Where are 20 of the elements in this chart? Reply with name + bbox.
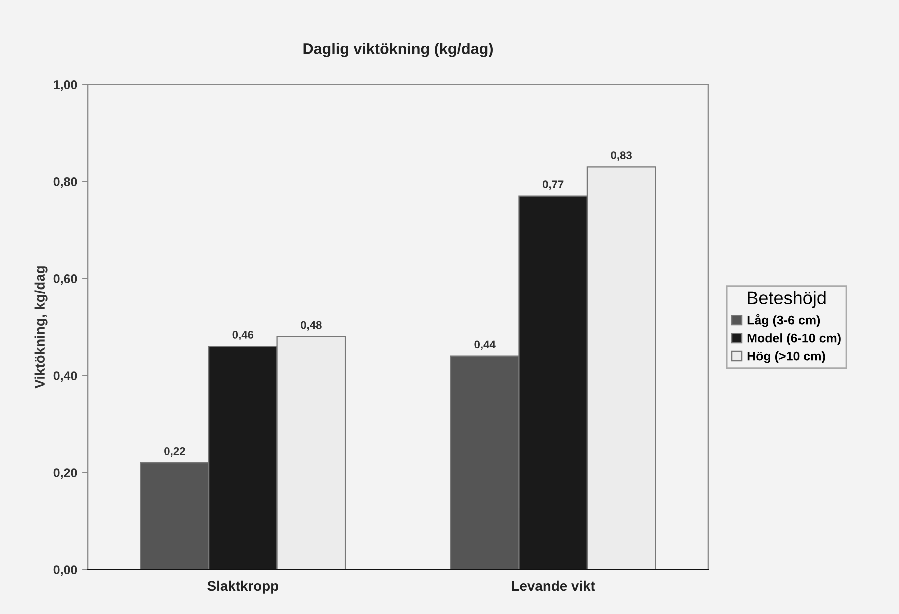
- legend-label: Låg (3-6 cm): [748, 314, 820, 328]
- data-label: 0,22: [164, 447, 186, 457]
- data-label: 0,83: [611, 152, 632, 162]
- data-label: 0,44: [474, 340, 496, 350]
- y-tick-label: 0,20: [54, 468, 78, 480]
- y-tick-label: 0,80: [54, 178, 78, 188]
- data-label: 0,48: [301, 321, 322, 331]
- x-tick-label: Levande vikt: [512, 580, 596, 592]
- data-label: 0,77: [542, 180, 564, 190]
- y-axis-title: Viktökning, kg/dag: [34, 266, 48, 389]
- y-tick-label: 1,00: [54, 80, 78, 92]
- y-tick-label: 0,40: [54, 372, 78, 382]
- legend-label: Hög (>10 cm): [748, 352, 826, 364]
- y-tick-label: 0,00: [54, 566, 78, 576]
- data-label: 0,46: [232, 331, 254, 341]
- legend-title: Beteshöjd: [748, 291, 826, 308]
- x-tick-label: Slaktkropp: [208, 580, 278, 594]
- legend-label: Model (6-10 cm): [748, 334, 841, 346]
- chart-title: Daglig viktökning (kg/dag): [304, 43, 493, 58]
- y-tick-label: 0,60: [54, 274, 78, 286]
